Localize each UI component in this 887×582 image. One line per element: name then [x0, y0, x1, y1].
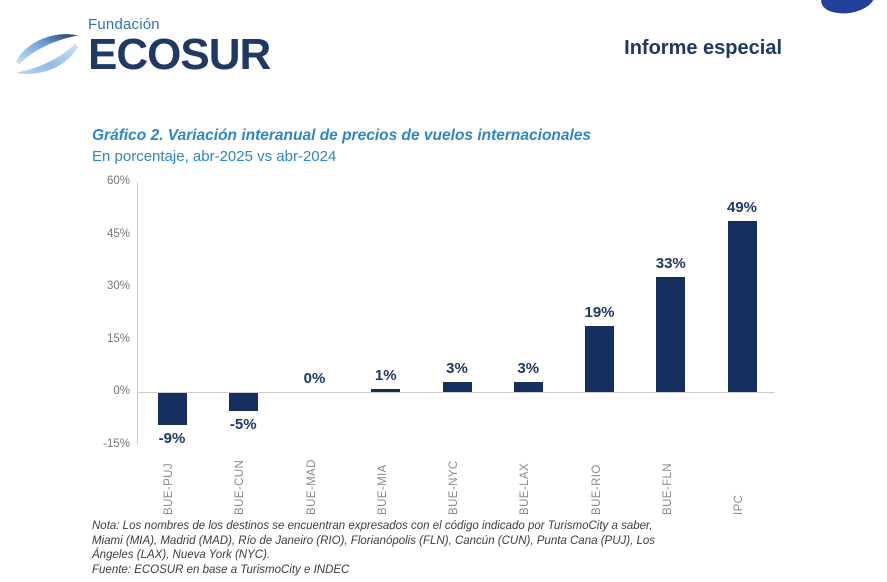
- x-category-label: BUE-MAD: [305, 459, 318, 515]
- y-tick-label: 30%: [106, 280, 130, 292]
- bar: [727, 220, 757, 392]
- y-tick-label: 15%: [106, 332, 130, 345]
- x-category-label: BUE-LAX: [519, 462, 532, 515]
- bar: [371, 388, 401, 392]
- bar: [656, 276, 686, 392]
- bar: [442, 381, 472, 392]
- x-category-label: BUE-NYC: [448, 460, 460, 515]
- source-line: Fuente: ECOSUR en base a TurismoCity e I…: [92, 563, 350, 576]
- logo-text: Fundación ECOSUR: [88, 16, 271, 79]
- corner-decoration: [818, 0, 878, 18]
- bar: [585, 325, 614, 392]
- chart-note: Nota: Los nombres de los destinos se enc…: [92, 519, 655, 577]
- x-category-label: BUE-RIO: [590, 464, 603, 515]
- y-tick-label: 60%: [106, 175, 130, 187]
- y-tick-label: 45%: [106, 227, 130, 240]
- x-category-label: BUE-PUJ: [163, 462, 175, 515]
- bar: [157, 393, 187, 425]
- bar-value-label: 33%: [655, 254, 686, 272]
- y-tick-label: -15%: [103, 437, 130, 450]
- y-axis-line: [137, 182, 138, 445]
- bar-value-label: -9%: [158, 429, 186, 447]
- report-title: Informe especial: [624, 37, 782, 59]
- bar: [228, 393, 258, 411]
- chart-title: Gráfico 2. Variación interanual de preci…: [92, 127, 592, 144]
- bar-value-label: 0%: [303, 370, 326, 387]
- note-line: Ángeles (LAX), Nueva York (NYC).: [92, 549, 271, 561]
- note-line: Miami (MIA), Madrid (MAD), Río de Janeir…: [92, 534, 656, 547]
- logo-ecosur-text: ECOSUR: [88, 30, 271, 79]
- bar-value-label: 3%: [517, 359, 540, 377]
- x-category-label: BUE-FLN: [661, 462, 674, 515]
- logo-fundacion-text: Fundación: [88, 16, 160, 33]
- chart-subtitle: En porcentaje, abr-2025 vs abr-2024: [92, 148, 337, 165]
- zero-baseline: [137, 392, 775, 393]
- bar-value-label: 3%: [446, 359, 468, 377]
- y-tick-label: 0%: [113, 385, 130, 397]
- bar-value-label: 1%: [374, 366, 397, 384]
- x-category-label: BUE-MIA: [376, 464, 389, 515]
- bar: [513, 381, 543, 392]
- note-line: Nota: Los nombres de los destinos se enc…: [92, 520, 653, 532]
- x-category-label: IPC: [733, 494, 745, 515]
- bar-value-label: -5%: [229, 415, 257, 433]
- x-category-label: BUE-CUN: [234, 459, 247, 515]
- ecosur-swoosh-icon: [16, 34, 78, 74]
- bar-value-label: 19%: [584, 303, 615, 321]
- bar-value-label: 49%: [726, 198, 758, 216]
